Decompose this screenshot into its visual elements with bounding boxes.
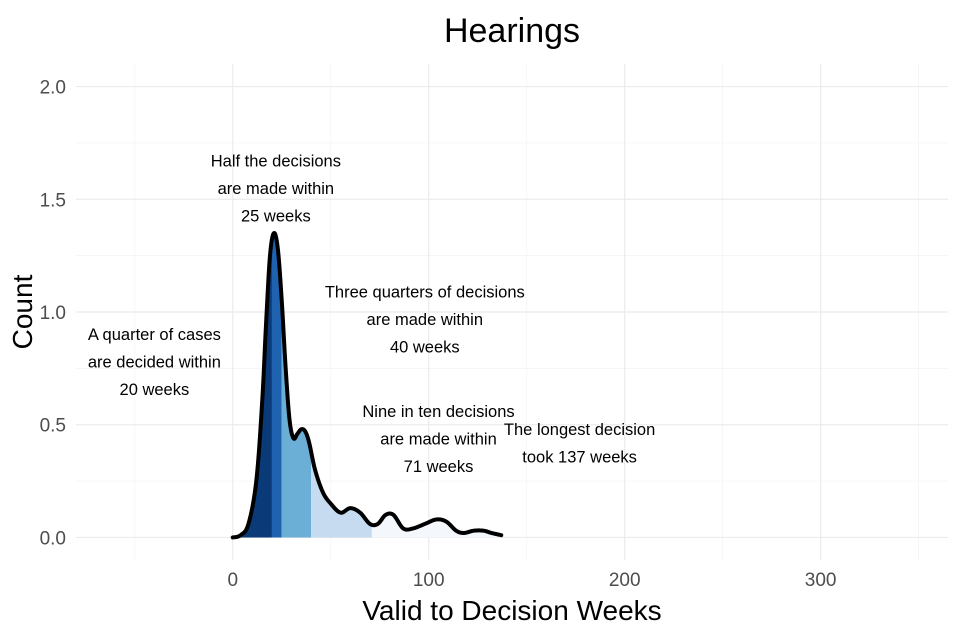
x-tick-label: 300 [805,570,837,591]
annotation-line: 40 weeks [390,338,460,356]
x-axis-ticks: 0 100 200 300 [227,570,836,591]
annotation-line: Nine in ten decisions [362,403,514,421]
density-curve [230,230,504,540]
annotation: Nine in ten decisions are made within 71 w… [362,403,514,476]
y-axis-label: Count [7,274,38,349]
annotation: A quarter of cases are decided within 20 w… [88,326,221,399]
annotation-line: The longest decision [504,421,655,439]
annotation: Three quarters of decisions are made with… [325,283,525,356]
annotation-line: took 137 weeks [522,448,637,466]
annotation-line: are decided within [88,354,221,372]
x-tick-label: 200 [609,570,641,591]
annotation-line: are made within [380,430,496,448]
quantile-band-3 [281,300,312,538]
density-line [230,230,504,540]
annotation-line: A quarter of cases [88,326,221,344]
quantile-band-2 [271,232,282,538]
quantile-band-5 [371,513,502,538]
annotations: Half the decisions are made within 25 week… [88,153,655,476]
annotation-line: Three quarters of decisions [325,283,525,301]
x-axis-label: Valid to Decision Weeks [362,595,661,626]
quantile-band-1 [232,239,272,538]
y-tick-label: 0.0 [40,528,66,549]
annotation-line: Half the decisions [211,153,341,171]
annotation-line: 25 weeks [241,208,311,226]
grid [76,64,948,560]
quantile-bands [232,232,502,538]
y-axis-ticks: 0.0 0.5 1.0 1.5 2.0 [40,78,66,550]
x-tick-label: 0 [227,570,238,591]
annotation-line: 20 weeks [120,381,190,399]
chart-title: Hearings [444,12,580,50]
y-tick-label: 0.5 [40,416,66,437]
y-tick-label: 1.0 [40,303,66,324]
annotation-line: are made within [218,180,334,198]
quantile-band-4 [311,451,372,538]
annotation-line: are made within [367,311,483,329]
y-tick-label: 1.5 [40,190,66,211]
annotation: Half the decisions are made within 25 week… [211,153,341,226]
x-tick-label: 100 [413,570,445,591]
annotation: The longest decision took 137 weeks [504,421,655,467]
y-tick-label: 2.0 [40,78,66,99]
annotation-line: 71 weeks [404,458,474,476]
